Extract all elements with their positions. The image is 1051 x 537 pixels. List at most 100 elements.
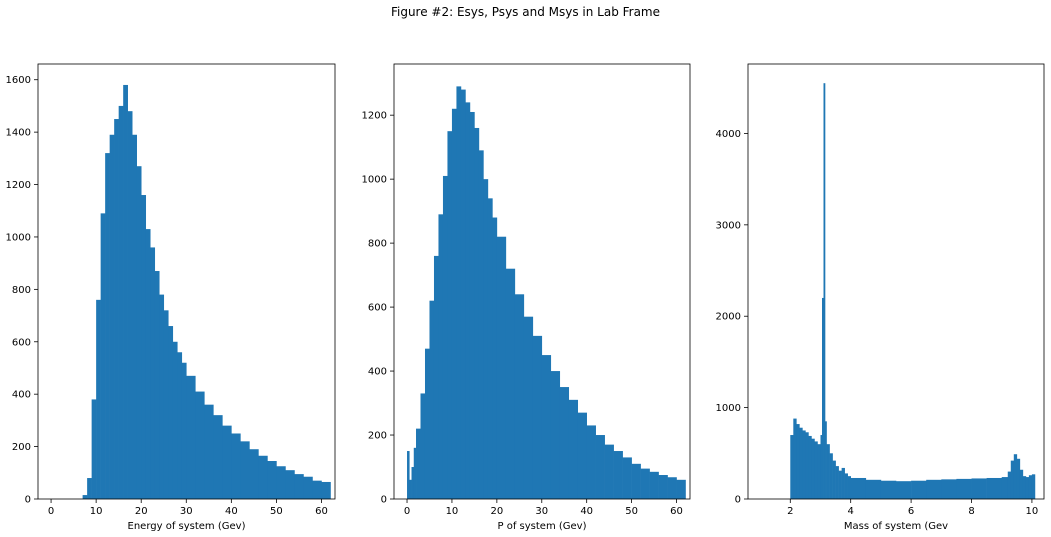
histogram-bar	[285, 470, 295, 499]
axes-mass: 2 4 6 8 10 0 1000 2000 3000 4000 Mass of system (G…	[716, 63, 1045, 532]
histogram-bar	[514, 294, 525, 499]
histogram-bar	[411, 467, 415, 499]
y-tick-label: 400	[12, 390, 31, 401]
y-tick-label: 1000	[362, 175, 387, 186]
y-tick-label: 600	[368, 303, 387, 314]
histogram-bar	[640, 468, 650, 499]
y-tick-label: 1200	[6, 180, 31, 191]
histogram-bar	[136, 166, 142, 499]
histogram-bar	[492, 217, 498, 499]
histogram-bar	[986, 477, 1003, 499]
histogram-bar	[127, 111, 133, 500]
x-axis-label: P of system (Gev)	[498, 521, 587, 532]
histogram-bar	[1022, 476, 1027, 499]
histogram-bar	[613, 451, 623, 499]
axes-frame	[747, 63, 1045, 500]
histogram-bar	[817, 444, 821, 499]
histogram-bar	[1010, 460, 1015, 499]
histogram-bar	[294, 474, 304, 499]
y-tick-label: 4000	[716, 129, 741, 140]
x-tick-label: 10	[90, 506, 103, 517]
histogram-bar	[559, 387, 570, 499]
histogram-bar	[465, 102, 471, 499]
histogram-bar	[550, 371, 561, 499]
histogram-bar	[826, 444, 830, 499]
histogram-bar	[276, 466, 286, 499]
histogram-bar	[832, 460, 836, 499]
histogram-bar	[424, 348, 430, 499]
histogram-bar	[321, 481, 331, 499]
histogram-bar	[1031, 474, 1036, 499]
y-tick-label: 600	[12, 337, 31, 348]
histogram-bar	[409, 479, 412, 499]
x-tick-label: 60	[670, 506, 683, 517]
histogram-bar	[195, 391, 205, 499]
y-tick-label: 0	[25, 495, 31, 506]
histogram-bar	[1007, 471, 1012, 499]
histogram-bar	[163, 310, 169, 499]
histogram-bar	[91, 399, 97, 499]
histogram-bar	[123, 84, 128, 499]
histogram-bar	[941, 479, 957, 499]
histogram-bar	[82, 495, 88, 499]
histogram-bar	[568, 399, 579, 499]
histogram-bar	[100, 213, 106, 499]
histogram-bar	[790, 435, 794, 499]
histogram-bar	[413, 447, 417, 499]
histogram-bar	[496, 236, 507, 499]
histogram-bar	[487, 198, 493, 499]
histogram-bar	[240, 441, 250, 499]
histogram-bar	[213, 415, 223, 499]
y-tick-label: 1400	[6, 128, 31, 139]
histogram-bar	[145, 229, 151, 499]
histogram-bar	[1016, 458, 1021, 499]
histogram-bar	[154, 271, 160, 499]
histogram-bar	[447, 131, 453, 499]
histogram-bar	[847, 476, 851, 499]
histogram-bar	[109, 134, 115, 500]
histogram-bar	[820, 435, 823, 499]
histogram-bar	[676, 479, 686, 499]
histogram-bar	[159, 294, 165, 499]
histogram-bar	[303, 476, 313, 499]
histogram-bar	[258, 455, 268, 499]
y-tick-label: 800	[368, 239, 387, 250]
histogram-bar	[811, 438, 815, 499]
x-tick-label: 0	[48, 506, 54, 517]
y-tick-label: 200	[368, 431, 387, 442]
histogram-bar	[850, 477, 867, 499]
y-tick-label: 1200	[362, 111, 387, 122]
histogram-bar	[971, 478, 987, 499]
histogram-bar	[796, 424, 800, 499]
y-tick-label: 0	[381, 495, 387, 506]
histogram-bar	[802, 430, 806, 499]
y-tick-label: 200	[12, 442, 31, 453]
histogram-bar	[442, 175, 448, 499]
histogram-bar	[420, 393, 426, 499]
x-tick-label: 50	[625, 506, 638, 517]
histogram-bar	[604, 444, 614, 499]
histogram-bar	[822, 297, 824, 499]
x-tick-label: 10	[1026, 506, 1039, 517]
histogram-bar	[956, 478, 972, 499]
histogram-bar	[667, 477, 677, 499]
histogram-bar	[429, 300, 435, 499]
histogram-bar	[825, 421, 827, 499]
histogram-bar	[474, 127, 480, 500]
histogram-bar	[407, 451, 410, 499]
histogram-bar	[132, 134, 137, 500]
x-tick-label: 20	[135, 506, 148, 517]
histogram-bar	[523, 316, 534, 499]
histogram-bar	[880, 480, 897, 499]
x-tick-label: 40	[580, 506, 593, 517]
histogram-bar	[1013, 454, 1018, 499]
x-tick-label: 10	[446, 506, 459, 517]
x-tick-label: 4	[848, 506, 854, 517]
histogram-bar	[172, 341, 178, 499]
histogram-bar	[586, 425, 596, 499]
histogram-bar	[823, 83, 826, 500]
histogram-bar	[469, 111, 475, 500]
x-tick-label: 30	[180, 506, 193, 517]
y-tick-label: 1000	[6, 232, 31, 243]
